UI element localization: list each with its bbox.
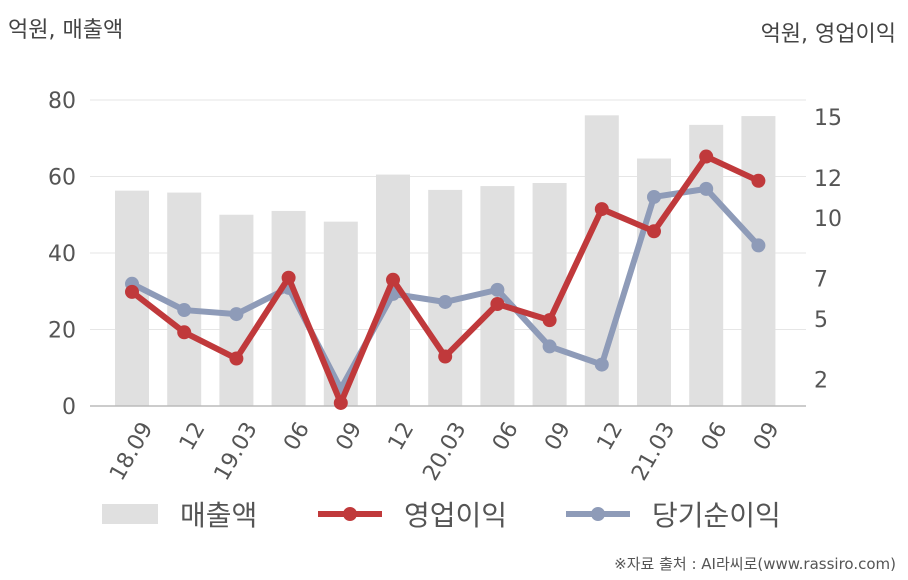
legend: 매출액 영업이익 당기순이익 (0, 492, 908, 536)
y-right-tick-label: 12 (814, 167, 842, 192)
revenue-bar (741, 116, 776, 406)
x-tick-label: 06 (279, 418, 315, 455)
operating-profit-point (229, 351, 244, 366)
legend-swatch-operating-profit (318, 507, 382, 521)
operating-profit-point (333, 395, 348, 410)
legend-label-net-income: 당기순이익 (652, 499, 781, 532)
left-axis-unit: 억원, 매출액 (8, 18, 124, 43)
revenue-bar (689, 124, 724, 407)
profit-lines (125, 149, 766, 410)
net-income-point (594, 357, 609, 372)
y-left-tick-label: 80 (48, 89, 76, 114)
x-tick-label: 12 (175, 418, 211, 455)
operating-profit-point (699, 149, 714, 164)
net-income-point (490, 282, 505, 297)
x-tick-label: 09 (749, 418, 785, 455)
net-income-point (438, 294, 453, 309)
net-income-point (542, 339, 557, 354)
source-note: ※자료 출처 : AI라씨로(www.rassiro.com) (614, 555, 896, 573)
legend-label-revenue: 매출액 (180, 499, 258, 532)
legend-swatch-revenue (102, 504, 158, 524)
y-left-tick-label: 60 (48, 166, 76, 191)
legend-label-operating-profit: 영업이익 (404, 499, 508, 532)
operating-profit-point (386, 272, 400, 287)
net-income-point (177, 303, 192, 318)
x-tick-label: 06 (488, 418, 524, 455)
net-income-point (699, 181, 714, 196)
x-tick-label: 06 (697, 418, 733, 455)
y-right-tick-label: 5 (814, 308, 828, 333)
legend-swatch-net-income (566, 507, 630, 521)
legend-item-revenue: 매출액 (102, 492, 257, 536)
net-income-point (751, 238, 766, 253)
operating-profit-point (177, 325, 192, 340)
operating-profit-point (751, 173, 766, 188)
x-tick-label: 19.03 (210, 418, 263, 485)
revenue-bar (167, 192, 202, 406)
legend-item-operating-profit: 영업이익 (318, 492, 507, 536)
operating-profit-point (542, 313, 557, 328)
net-income-point (647, 189, 661, 204)
y-left-tick-label: 0 (62, 395, 76, 420)
y-right-tick-label: 2 (814, 369, 828, 394)
y-right-tick-label: 10 (814, 207, 842, 232)
x-tick-label: 21.03 (627, 418, 680, 485)
right-axis-unit: 억원, 영업이익 (760, 22, 896, 47)
x-tick-label: 09 (332, 418, 368, 455)
y-right-tick-label: 7 (814, 268, 828, 293)
operating-profit-point (281, 270, 296, 285)
x-tick-label: 12 (384, 418, 420, 455)
x-tick-label: 09 (540, 418, 576, 455)
operating-profit-point (438, 349, 453, 364)
x-tick-label: 18.09 (105, 418, 158, 485)
x-tick-label: 20.03 (418, 418, 471, 485)
operating-profit-point (490, 297, 505, 311)
y-left-tick-label: 40 (48, 242, 76, 267)
legend-item-net-income: 당기순이익 (566, 492, 781, 536)
x-tick-label: 12 (593, 418, 629, 455)
y-right-tick-label: 15 (814, 106, 842, 131)
operating-profit-point (594, 202, 609, 217)
y-left-tick-label: 20 (48, 319, 76, 344)
operating-profit-point (125, 284, 139, 299)
net-income-point (229, 307, 244, 322)
operating-profit-point (647, 224, 661, 239)
